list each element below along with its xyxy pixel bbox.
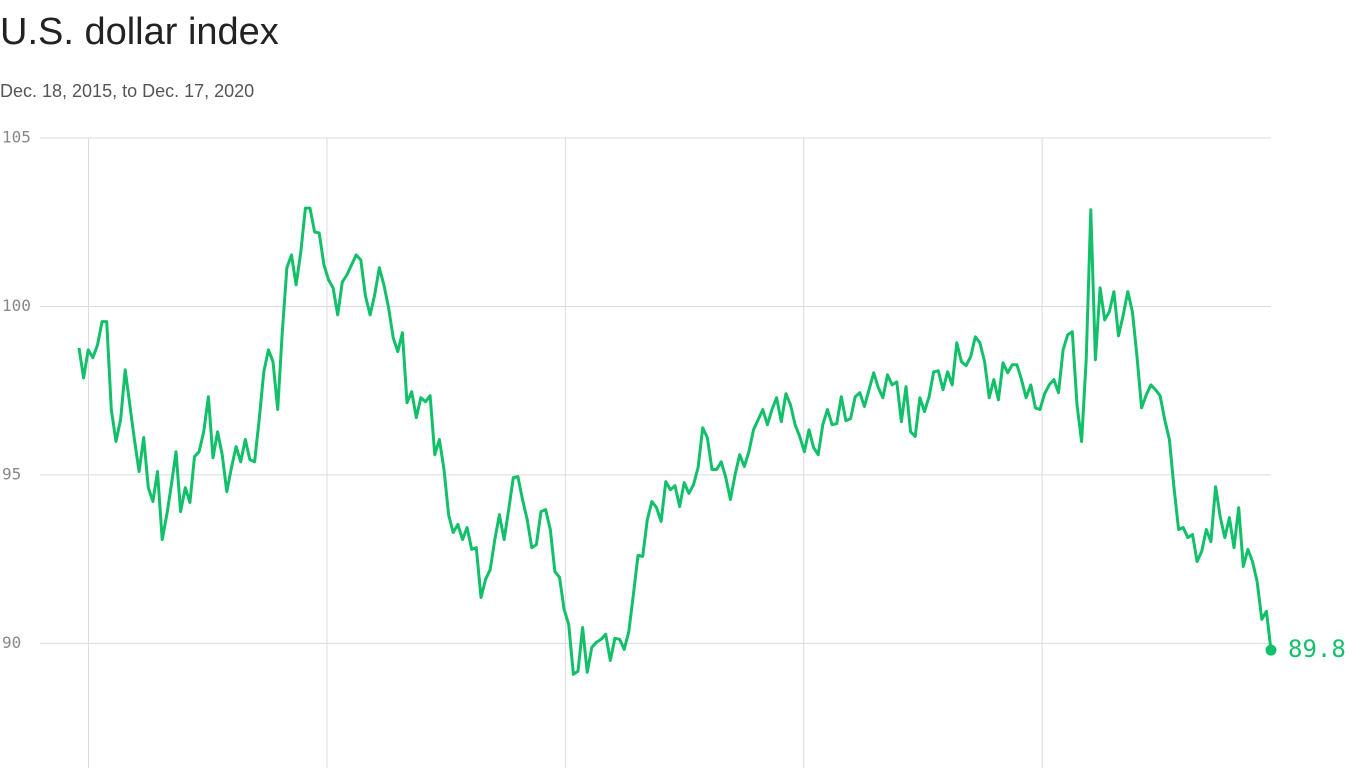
y-tick-label: 95 [2,464,21,483]
y-tick-label: 100 [2,296,31,315]
end-dot [1265,644,1277,656]
line [77,206,1273,676]
y-tick-label: 90 [2,633,21,652]
chart-title: U.S. dollar index [0,11,279,53]
end-label: 89.8 [1288,635,1346,663]
chart-subtitle: Dec. 18, 2015, to Dec. 17, 2020 [0,81,254,101]
y-tick-label: 105 [2,128,31,147]
